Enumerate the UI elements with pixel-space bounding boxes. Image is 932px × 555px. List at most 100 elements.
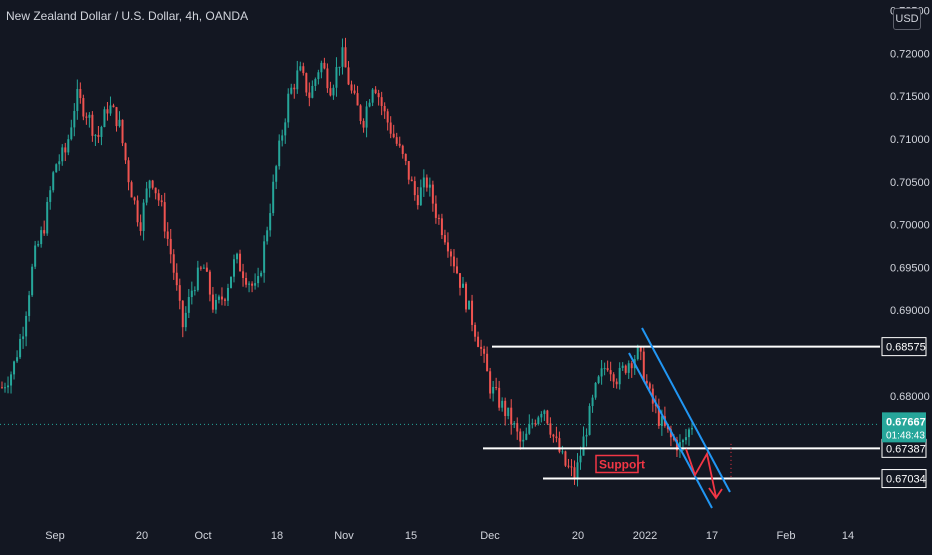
x-tick-label: 2022 [633, 530, 657, 542]
candle-body [217, 296, 220, 300]
candle-body [691, 428, 693, 430]
channel-upper-line[interactable] [641, 327, 731, 493]
x-tick-label: 15 [405, 530, 417, 542]
candle-body [112, 105, 115, 108]
support-label: Support [599, 457, 645, 471]
candle-body [504, 400, 507, 417]
candle-body [618, 367, 621, 385]
candle-body [127, 160, 130, 183]
candle-body [7, 385, 10, 388]
candle-body [501, 400, 504, 408]
candle-body [49, 190, 52, 202]
candle-body [151, 180, 154, 188]
candle-body [377, 93, 380, 98]
candle-body [386, 111, 389, 123]
candle-body [534, 423, 537, 425]
candle-body [166, 231, 169, 239]
candle-body [570, 466, 573, 468]
candle-body [115, 107, 118, 127]
candle-body [205, 267, 208, 272]
candle-body [519, 431, 522, 442]
candle-body [356, 93, 359, 106]
candle-body [585, 434, 588, 437]
candle-body [118, 119, 121, 127]
candle-body [437, 217, 440, 219]
current-price-box [882, 412, 926, 443]
candle-body [609, 370, 612, 375]
candle-body [181, 300, 184, 328]
y-tick-label: 0.69500 [890, 262, 930, 274]
candle-body [516, 423, 519, 432]
candle-body [208, 271, 211, 295]
candle-body [383, 105, 386, 112]
candle-body [675, 439, 678, 451]
x-tick-label: Nov [334, 530, 354, 542]
y-tick-label: 0.69000 [890, 305, 930, 317]
candle-body [305, 73, 308, 93]
candle-body [462, 283, 465, 288]
candle-body [239, 253, 242, 272]
candle-body [100, 127, 103, 137]
y-tick-label: 0.72000 [890, 48, 930, 60]
candle-body [546, 410, 549, 424]
candle-body [371, 89, 374, 103]
candle-body [178, 285, 181, 301]
candle-body [443, 235, 446, 243]
candle-body [145, 188, 148, 203]
x-tick-label: 20 [136, 530, 148, 542]
candle-body [395, 137, 398, 144]
y-tick-label: 0.71500 [890, 91, 930, 103]
candle-body [353, 90, 356, 94]
support-label-box[interactable] [595, 454, 639, 474]
candle-body [190, 290, 193, 298]
candle-body [431, 184, 434, 204]
candle-body [684, 437, 687, 441]
level-price-label: 0.68575 [886, 342, 926, 354]
candle-body [109, 105, 112, 114]
candle-body [558, 438, 561, 452]
candle-body [477, 336, 480, 347]
candle-body [468, 300, 471, 310]
candle-body [495, 386, 498, 388]
candle-body [380, 97, 383, 106]
candle-body [425, 177, 428, 188]
candle-body [136, 200, 139, 223]
x-tick-label: Oct [194, 530, 211, 542]
candle-body [594, 382, 597, 398]
candle-body [85, 116, 88, 118]
candle-body [175, 272, 178, 286]
candle-body [567, 465, 570, 467]
candle-body [106, 109, 109, 114]
candle-body [61, 147, 64, 162]
candle-body [657, 406, 660, 426]
candle-body [537, 417, 540, 425]
candle-body [214, 299, 217, 310]
candle-body [76, 89, 79, 111]
candle-body [582, 436, 585, 456]
candle-body [121, 119, 124, 144]
candle-body [314, 79, 317, 86]
currency-button[interactable]: USD [893, 8, 921, 30]
candle-body [160, 200, 163, 203]
candle-body [636, 346, 639, 360]
candle-body [579, 455, 582, 463]
candle-body [555, 436, 558, 439]
y-tick-label: 0.70500 [890, 177, 930, 189]
candle-body [43, 230, 46, 234]
candle-body [226, 287, 229, 301]
level-price-label-box [881, 337, 927, 357]
candle-body [440, 218, 443, 236]
candle-body [401, 145, 404, 154]
candle-body [483, 348, 486, 354]
candle-body [612, 374, 615, 382]
candle-body [193, 290, 196, 292]
candle-body [4, 387, 7, 389]
candle-body [540, 413, 543, 418]
candle-body [34, 245, 37, 267]
candle-body [416, 195, 419, 206]
candle-body [320, 62, 323, 73]
candle-body [498, 387, 501, 408]
channel-lower-line[interactable] [628, 352, 713, 509]
